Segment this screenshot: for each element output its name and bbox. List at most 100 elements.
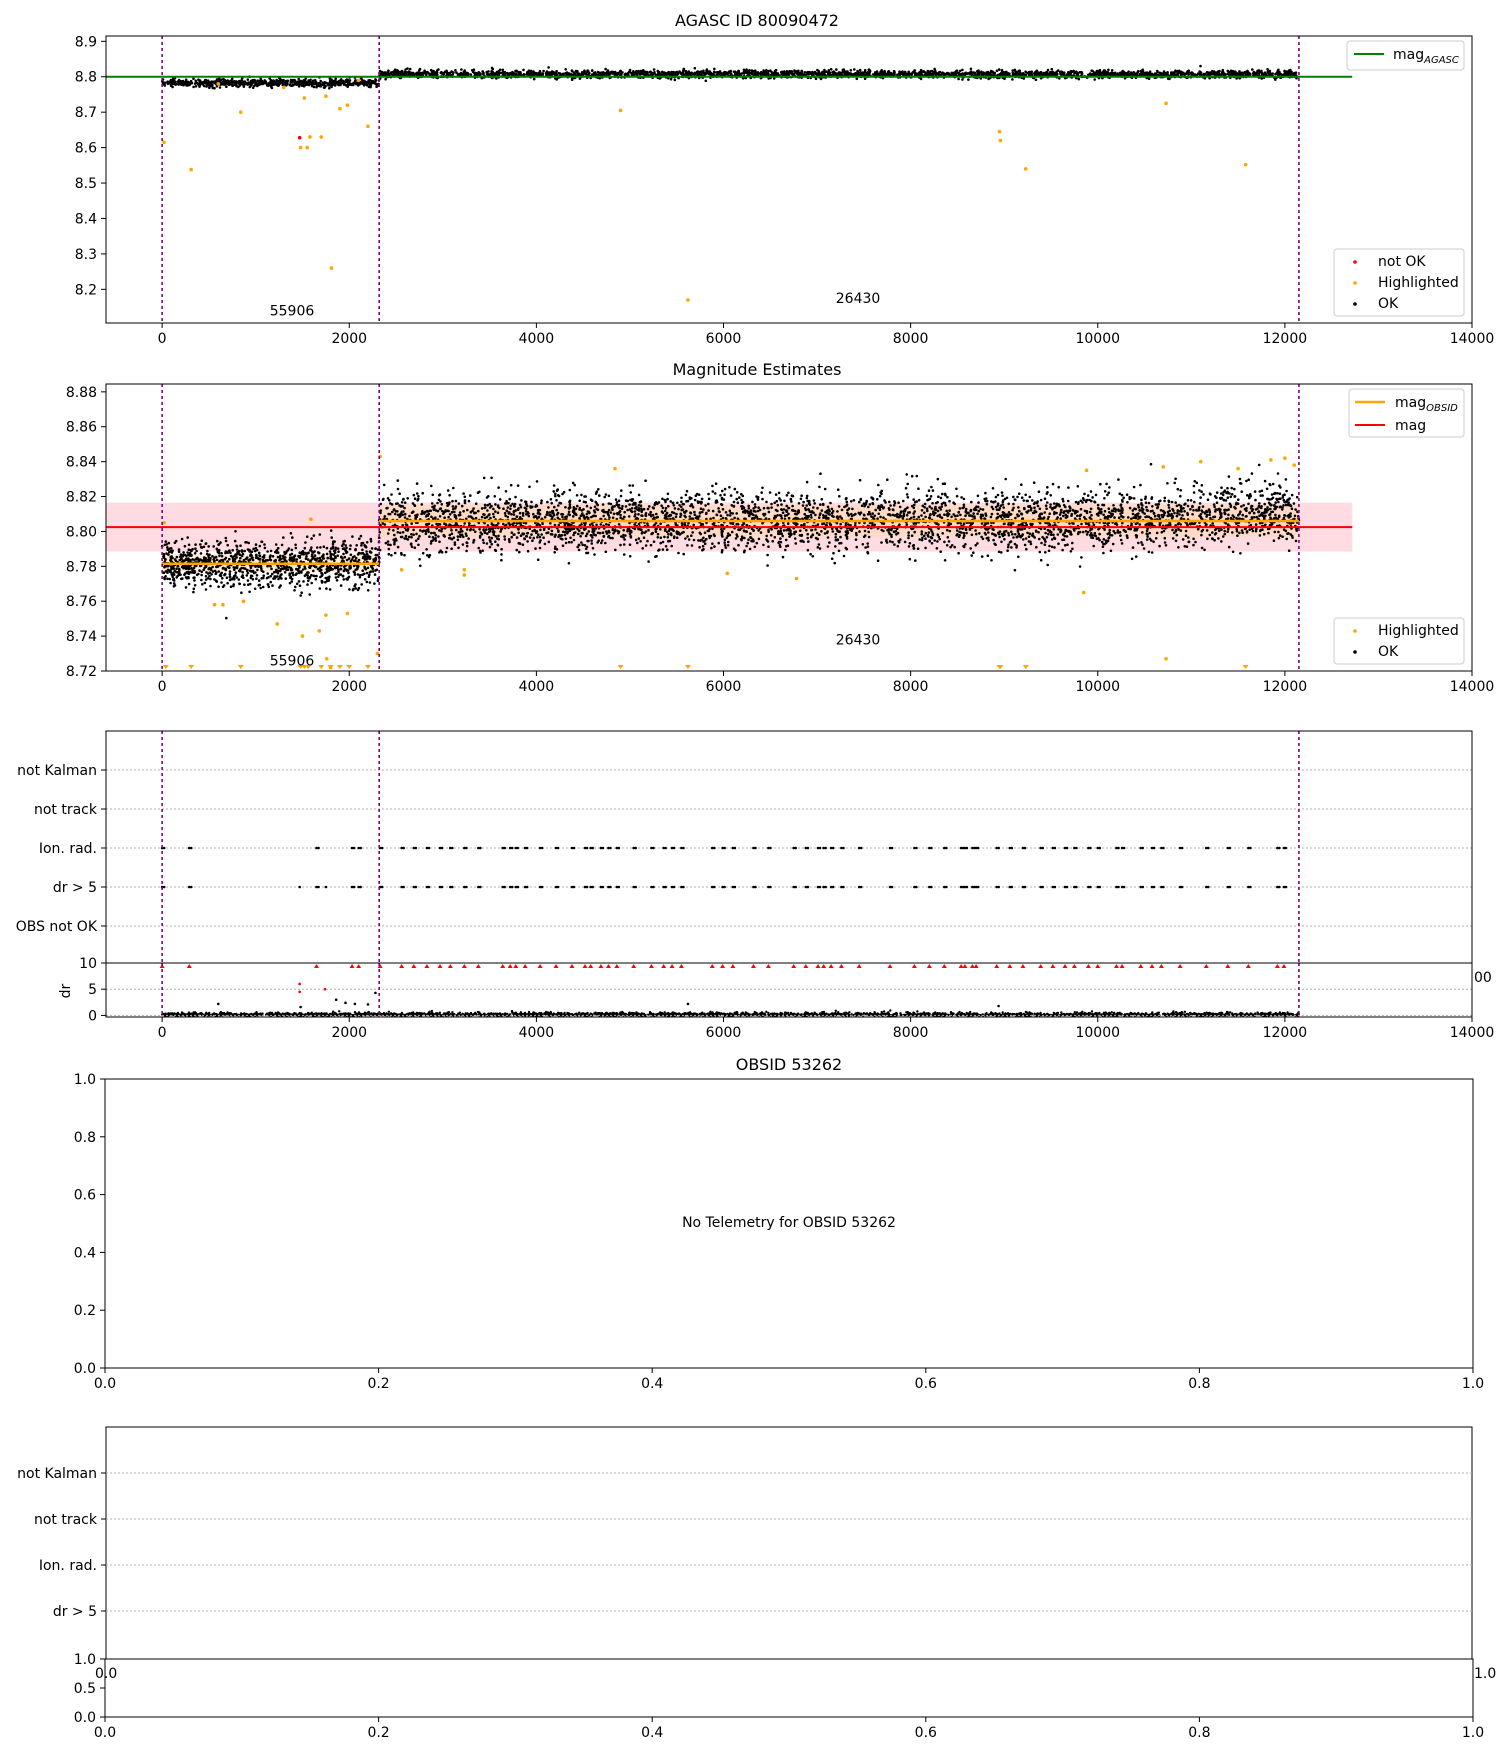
ok-point bbox=[438, 493, 442, 496]
ok-point bbox=[235, 566, 239, 570]
ok-point bbox=[438, 540, 441, 544]
ok-point bbox=[178, 571, 181, 575]
ok-point bbox=[326, 576, 329, 579]
ok-point bbox=[1277, 68, 1280, 72]
ok-point bbox=[463, 71, 466, 75]
ok-point bbox=[335, 572, 338, 575]
highlighted-point bbox=[356, 78, 361, 83]
ok-point bbox=[1251, 72, 1255, 75]
ok-point bbox=[950, 71, 954, 75]
ok-point bbox=[315, 559, 318, 562]
ok-point bbox=[587, 70, 590, 73]
ok-point bbox=[967, 78, 970, 81]
ok-point bbox=[814, 77, 818, 81]
ok-point bbox=[342, 578, 346, 581]
ok-point bbox=[1021, 73, 1024, 76]
ok-point bbox=[238, 582, 241, 586]
agasc-xtick-label: 8000 bbox=[893, 331, 929, 347]
ok-point bbox=[580, 71, 584, 74]
ok-point bbox=[172, 567, 176, 570]
ok-point bbox=[689, 72, 692, 76]
ok-point bbox=[1230, 70, 1233, 74]
ok-point bbox=[198, 569, 201, 572]
ok-point bbox=[198, 82, 201, 86]
ok-point bbox=[201, 81, 204, 84]
ok-point bbox=[251, 578, 255, 581]
ok-point bbox=[1110, 71, 1114, 75]
ok-point bbox=[1017, 506, 1020, 509]
ok-point bbox=[400, 70, 404, 74]
ok-point bbox=[298, 551, 302, 554]
ok-point bbox=[408, 72, 411, 76]
ok-point bbox=[162, 82, 165, 85]
ok-point bbox=[773, 536, 777, 539]
ok-point bbox=[303, 546, 307, 550]
ok-point bbox=[363, 578, 367, 581]
ok-point bbox=[815, 72, 819, 76]
ok-point bbox=[1221, 70, 1225, 74]
ok-point bbox=[1011, 69, 1014, 72]
ok-point bbox=[221, 585, 225, 589]
ok-point bbox=[976, 494, 980, 498]
ok-point bbox=[570, 540, 573, 544]
ok-point bbox=[228, 557, 231, 561]
ok-point bbox=[187, 570, 190, 574]
ok-point bbox=[498, 68, 502, 72]
ok-point bbox=[336, 83, 340, 86]
ok-point bbox=[354, 559, 357, 562]
ok-point bbox=[240, 591, 243, 594]
ok-point bbox=[248, 550, 251, 553]
ok-point bbox=[378, 69, 382, 73]
ok-point bbox=[360, 583, 364, 586]
ok-point bbox=[498, 498, 502, 501]
ok-point bbox=[871, 73, 875, 76]
ok-point bbox=[383, 73, 387, 76]
ok-point bbox=[264, 81, 268, 84]
ok-point bbox=[812, 72, 815, 75]
agasc-xtick-label: 4000 bbox=[519, 331, 555, 347]
ok-point bbox=[372, 80, 376, 84]
agasc-xtick-label: 14000 bbox=[1450, 331, 1495, 347]
ok-point bbox=[319, 546, 322, 549]
ok-point bbox=[340, 78, 343, 82]
ok-point bbox=[451, 73, 455, 76]
ok-point bbox=[334, 548, 337, 552]
ok-point bbox=[707, 509, 710, 512]
ok-point bbox=[541, 73, 544, 76]
ok-point bbox=[177, 550, 181, 554]
ok-point bbox=[619, 69, 622, 73]
ok-point bbox=[289, 566, 293, 570]
ok-point bbox=[955, 69, 959, 72]
ok-point bbox=[926, 69, 930, 73]
ok-point bbox=[606, 69, 610, 72]
ok-point bbox=[797, 73, 801, 76]
ok-point bbox=[1130, 557, 1134, 561]
ok-point bbox=[1047, 532, 1050, 536]
ok-point bbox=[294, 543, 297, 547]
ok-point bbox=[575, 70, 579, 74]
ok-point bbox=[266, 559, 270, 562]
ok-point bbox=[1151, 505, 1154, 508]
ok-point bbox=[233, 574, 236, 578]
ok-point bbox=[920, 530, 924, 533]
ok-point bbox=[477, 71, 481, 74]
ok-point bbox=[354, 548, 357, 552]
ok-point bbox=[683, 514, 686, 518]
ok-point bbox=[330, 85, 333, 89]
ok-point bbox=[991, 70, 994, 73]
ok-point bbox=[312, 534, 316, 537]
ok-point bbox=[252, 547, 255, 551]
ok-point bbox=[358, 552, 361, 555]
ok-point bbox=[681, 71, 685, 75]
ok-point bbox=[326, 82, 330, 86]
ok-point bbox=[220, 551, 223, 555]
ok-point bbox=[190, 571, 194, 574]
ok-point bbox=[1007, 534, 1011, 537]
ok-point bbox=[1160, 530, 1164, 534]
ok-point bbox=[334, 556, 337, 560]
ok-point bbox=[664, 545, 668, 548]
ok-point bbox=[329, 80, 332, 83]
ok-point bbox=[229, 554, 233, 558]
ok-point bbox=[208, 574, 211, 578]
ok-point bbox=[713, 71, 717, 74]
